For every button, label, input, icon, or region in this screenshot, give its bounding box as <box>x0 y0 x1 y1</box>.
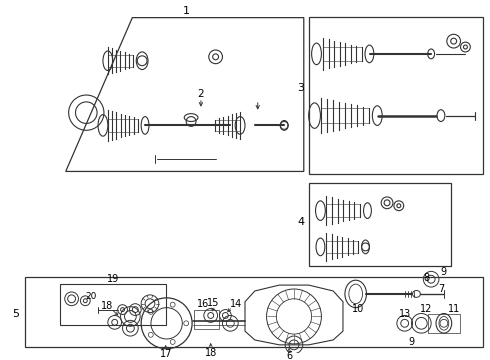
Text: 17: 17 <box>159 349 172 359</box>
Text: 8: 8 <box>423 273 429 283</box>
Text: 20: 20 <box>85 292 97 301</box>
Text: 2: 2 <box>197 89 204 99</box>
Text: 18: 18 <box>101 301 113 311</box>
Text: 6: 6 <box>286 351 292 360</box>
Text: 5: 5 <box>12 309 19 319</box>
Text: 18: 18 <box>205 348 217 358</box>
Bar <box>194 310 219 329</box>
Bar <box>24 277 483 347</box>
Text: 1: 1 <box>183 6 190 16</box>
Bar <box>309 17 483 174</box>
Text: 11: 11 <box>447 303 460 314</box>
Bar <box>309 183 451 266</box>
Text: 13: 13 <box>398 309 411 319</box>
Text: 9: 9 <box>441 267 447 277</box>
Text: 19: 19 <box>107 274 119 284</box>
Bar <box>428 314 460 333</box>
Text: 7: 7 <box>438 284 444 294</box>
Bar <box>60 284 166 325</box>
Text: 15: 15 <box>206 298 219 308</box>
Text: 10: 10 <box>351 303 364 314</box>
Text: 9: 9 <box>409 337 415 347</box>
Text: 3: 3 <box>297 83 304 93</box>
Text: 14: 14 <box>230 299 243 309</box>
Text: 12: 12 <box>420 303 433 314</box>
Text: 16: 16 <box>197 299 209 309</box>
Text: 4: 4 <box>297 217 304 228</box>
